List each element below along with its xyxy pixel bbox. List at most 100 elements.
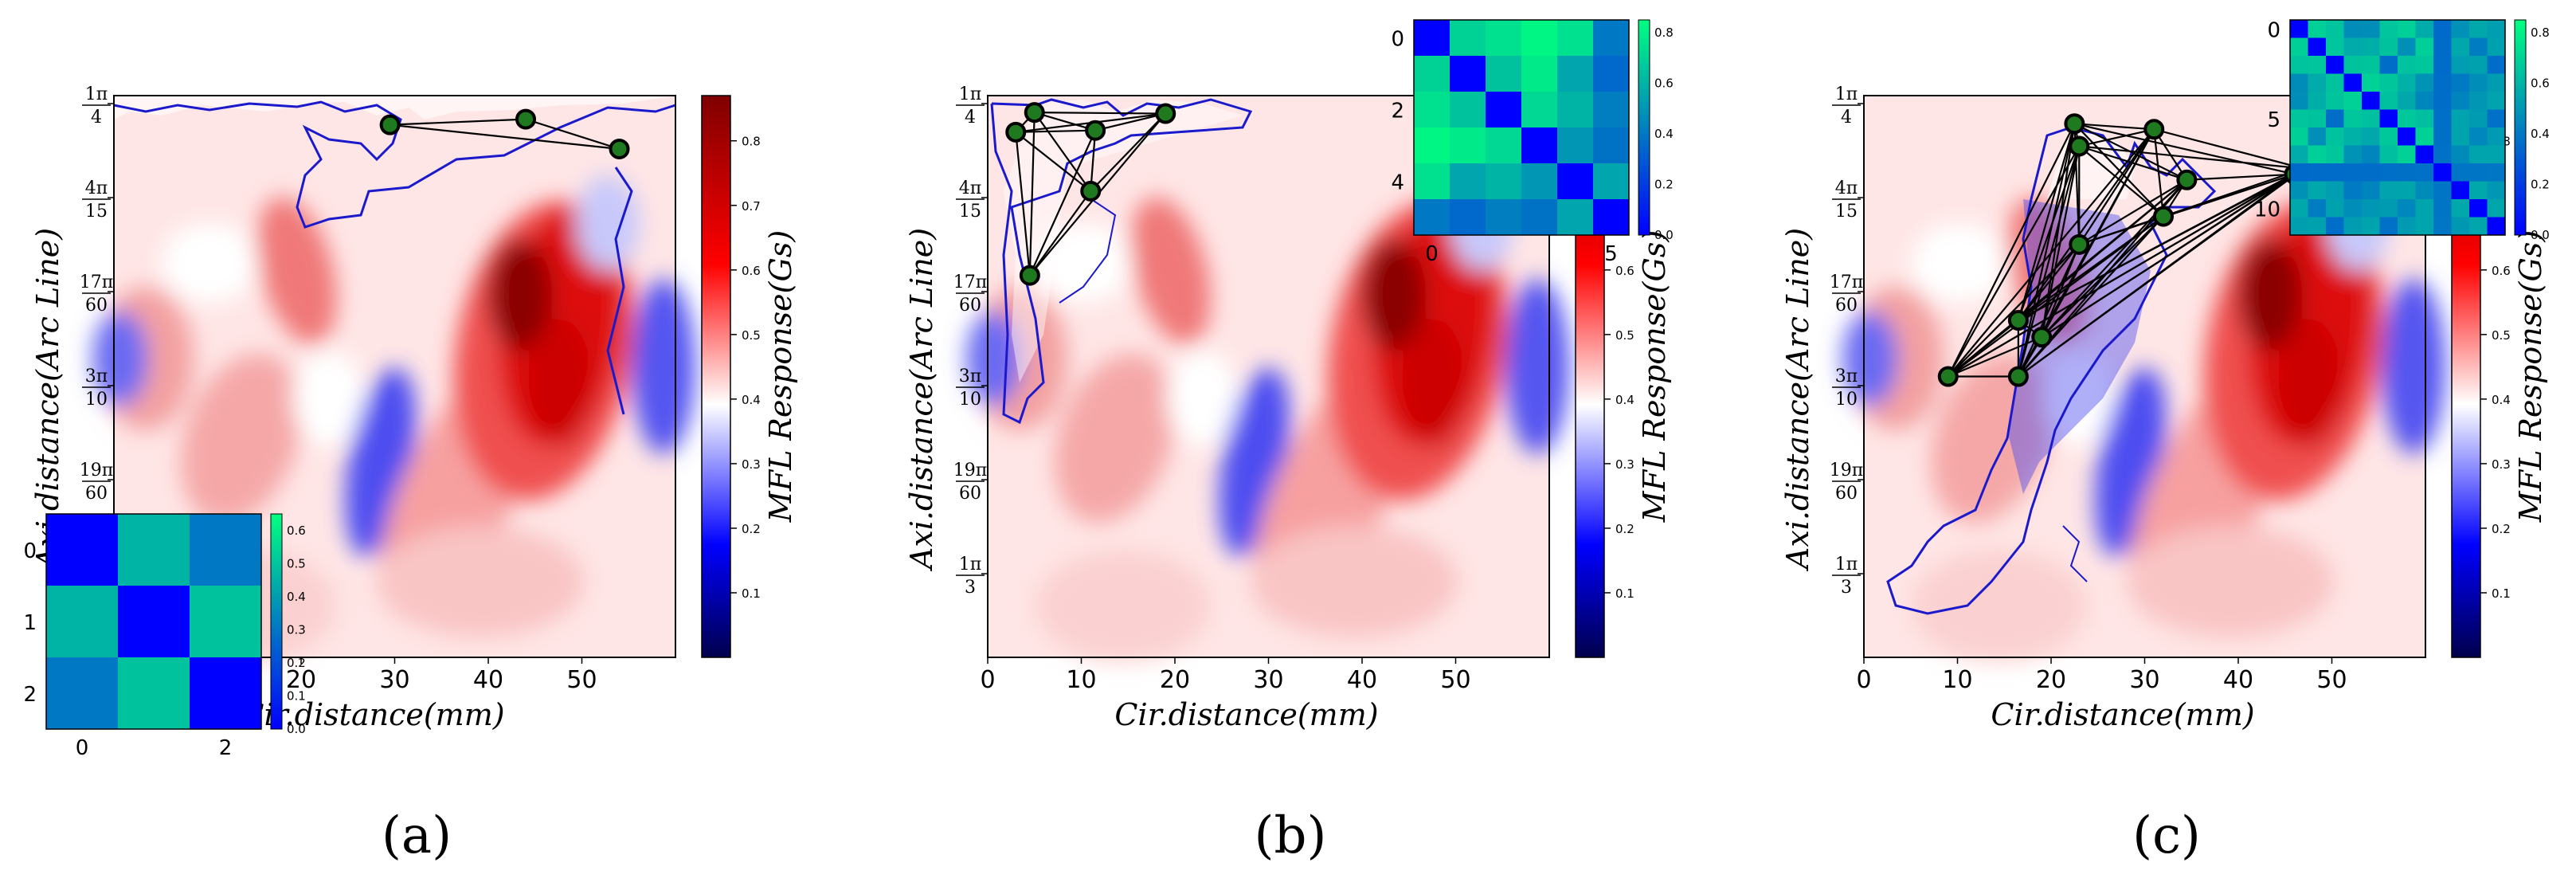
graph-node bbox=[2064, 113, 2085, 135]
inset-cell bbox=[2290, 199, 2308, 218]
colorbar-tick-label: 0.6 bbox=[742, 264, 761, 278]
inset-y-tick-label: 0 bbox=[1391, 28, 1404, 52]
inset-cell bbox=[2379, 163, 2398, 182]
graph-edge bbox=[390, 124, 620, 151]
inset-cell bbox=[2308, 73, 2327, 92]
inset-cell bbox=[2398, 145, 2416, 164]
inset-cell bbox=[2469, 127, 2488, 146]
inset-cell bbox=[1450, 56, 1486, 92]
colorbar-tick-label: 0.3 bbox=[742, 457, 761, 472]
colorbar-tick-label: 0.8 bbox=[742, 135, 761, 149]
graph-edge bbox=[2018, 167, 2304, 378]
inset-cell bbox=[2451, 37, 2470, 57]
y-tick-numerator: 1π bbox=[1835, 84, 1858, 104]
inset-cell bbox=[2398, 73, 2416, 92]
graph-edge bbox=[1948, 320, 2019, 378]
inset-cell bbox=[2433, 73, 2452, 92]
inset-cell bbox=[1450, 20, 1486, 57]
graph-node bbox=[1024, 102, 1045, 124]
inset-cell bbox=[2415, 181, 2434, 200]
inset-cell bbox=[1521, 199, 1558, 236]
inset-y-tick-label: 5 bbox=[2267, 108, 2280, 132]
inset-cell bbox=[2362, 56, 2380, 74]
graph-edge bbox=[2079, 128, 2155, 147]
inset-cell bbox=[2290, 145, 2308, 164]
inset-cell bbox=[2379, 56, 2398, 74]
graph-edge bbox=[2078, 173, 2295, 245]
y-tick-labels: 1π 4 4π 15 17π 60 3π 10 19π 60 1π 3 bbox=[1830, 84, 1864, 598]
y-tick-numerator: 4π bbox=[959, 178, 981, 198]
y-tick-denominator: 60 bbox=[959, 296, 981, 316]
inset-cell bbox=[2379, 199, 2398, 218]
inset-cell bbox=[2343, 20, 2363, 38]
inset-cell bbox=[190, 586, 262, 658]
y-tick-numerator: 3π bbox=[1835, 367, 1858, 386]
graph-edge bbox=[2017, 146, 2081, 377]
y-axis-label: Axi.distance(Arc Line) bbox=[904, 228, 939, 571]
inset-cell bbox=[2415, 145, 2434, 164]
inset-cell bbox=[46, 514, 119, 586]
colorbar-tick-label: 0.3 bbox=[2492, 457, 2511, 472]
graph-edge bbox=[2078, 145, 2187, 181]
inset-cell bbox=[2469, 181, 2488, 200]
inset-cell bbox=[2398, 127, 2416, 146]
graph-edge bbox=[2017, 123, 2076, 321]
graph-edge bbox=[1028, 112, 1035, 276]
graph-edge bbox=[2041, 215, 2164, 338]
inset-cell bbox=[2415, 199, 2434, 218]
x-tick-label: 10 bbox=[1066, 666, 1096, 694]
inset-cell bbox=[2290, 37, 2308, 57]
inset-cell bbox=[2379, 37, 2398, 57]
inset-cell bbox=[1521, 127, 1558, 164]
inset-colorbar-tick-label: 0.0 bbox=[2531, 228, 2550, 242]
inset-cell bbox=[1593, 56, 1630, 92]
inset-cell bbox=[2469, 163, 2488, 182]
inset-cell bbox=[1593, 163, 1630, 200]
graph-edge bbox=[1094, 112, 1166, 131]
graph-node bbox=[2176, 169, 2198, 190]
inset-cell bbox=[2487, 181, 2506, 200]
inset-frame bbox=[45, 513, 262, 730]
x-tick-labels: 0 10 20 30 40 50 bbox=[980, 657, 1471, 694]
x-tick-label: 30 bbox=[2129, 666, 2159, 694]
graph-node bbox=[515, 108, 536, 130]
graph-edge bbox=[2018, 215, 2164, 378]
x-tick-label: 40 bbox=[1347, 666, 1377, 694]
inset-cell bbox=[118, 514, 190, 586]
x-tick-labels: 0 10 20 30 40 50 bbox=[1856, 657, 2347, 694]
inset-cell bbox=[2451, 56, 2470, 74]
graph-node bbox=[2007, 366, 2029, 387]
x-axis-label: Cir.distance(mm) bbox=[1991, 697, 2254, 732]
graph-node bbox=[379, 114, 401, 135]
inset-matrix: 0 1 2 0 2 0.0 0.1 0.2 0.3 0.4 0.5 0.6 bbox=[23, 513, 306, 760]
colorbar-tick-label: 0.2 bbox=[2492, 522, 2511, 536]
inset-y-tick-label: 0 bbox=[2267, 18, 2280, 42]
graph-edge bbox=[2018, 244, 2081, 321]
inset-cell bbox=[2451, 73, 2470, 92]
inset-cell bbox=[2290, 181, 2308, 200]
y-tick-denominator: 15 bbox=[1835, 202, 1858, 222]
inset-cell bbox=[1557, 163, 1594, 200]
graph-edge bbox=[2078, 178, 2187, 245]
inset-cell bbox=[2433, 199, 2452, 218]
inset-colorbar-tick-label: 0.2 bbox=[287, 656, 306, 670]
graph-edge bbox=[1028, 190, 1092, 276]
inset-cell bbox=[2415, 109, 2434, 128]
inset-cell bbox=[1414, 127, 1450, 164]
inset-x-tick-label: 0 bbox=[76, 736, 89, 760]
x-tick-label: 20 bbox=[2036, 666, 2066, 694]
graph-node bbox=[2069, 233, 2090, 255]
inset-x-tick-label: 2 bbox=[219, 736, 233, 760]
x-tick-label: 30 bbox=[379, 666, 409, 694]
inset-cell bbox=[2487, 92, 2506, 110]
inset-cell bbox=[2379, 20, 2398, 38]
inset-cell bbox=[2379, 127, 2398, 146]
inset-cell bbox=[2308, 20, 2327, 38]
graph-edge bbox=[2017, 244, 2081, 377]
colorbar-tick-label: 0.6 bbox=[1615, 264, 1634, 278]
inset-cell bbox=[2451, 20, 2470, 38]
inset-cell bbox=[2379, 181, 2398, 200]
